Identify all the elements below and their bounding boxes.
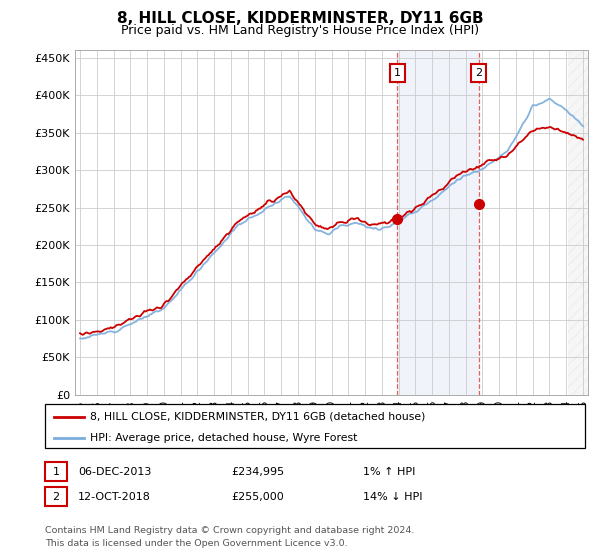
Text: 12-OCT-2018: 12-OCT-2018 xyxy=(78,492,151,502)
Text: 1% ↑ HPI: 1% ↑ HPI xyxy=(363,466,415,477)
Text: 2: 2 xyxy=(53,492,59,502)
Text: 8, HILL CLOSE, KIDDERMINSTER, DY11 6GB (detached house): 8, HILL CLOSE, KIDDERMINSTER, DY11 6GB (… xyxy=(90,412,425,422)
Text: 2: 2 xyxy=(475,68,482,78)
Text: 1: 1 xyxy=(53,466,59,477)
Text: 8, HILL CLOSE, KIDDERMINSTER, DY11 6GB: 8, HILL CLOSE, KIDDERMINSTER, DY11 6GB xyxy=(116,11,484,26)
Bar xyxy=(568,50,588,395)
Text: This data is licensed under the Open Government Licence v3.0.: This data is licensed under the Open Gov… xyxy=(45,539,347,548)
Text: Contains HM Land Registry data © Crown copyright and database right 2024.: Contains HM Land Registry data © Crown c… xyxy=(45,526,415,535)
Text: 1: 1 xyxy=(394,68,401,78)
Bar xyxy=(397,50,479,395)
Text: £255,000: £255,000 xyxy=(231,492,284,502)
Text: HPI: Average price, detached house, Wyre Forest: HPI: Average price, detached house, Wyre… xyxy=(90,433,358,444)
Text: 14% ↓ HPI: 14% ↓ HPI xyxy=(363,492,422,502)
Text: £234,995: £234,995 xyxy=(231,466,284,477)
Text: Price paid vs. HM Land Registry's House Price Index (HPI): Price paid vs. HM Land Registry's House … xyxy=(121,24,479,37)
Text: 06-DEC-2013: 06-DEC-2013 xyxy=(78,466,151,477)
